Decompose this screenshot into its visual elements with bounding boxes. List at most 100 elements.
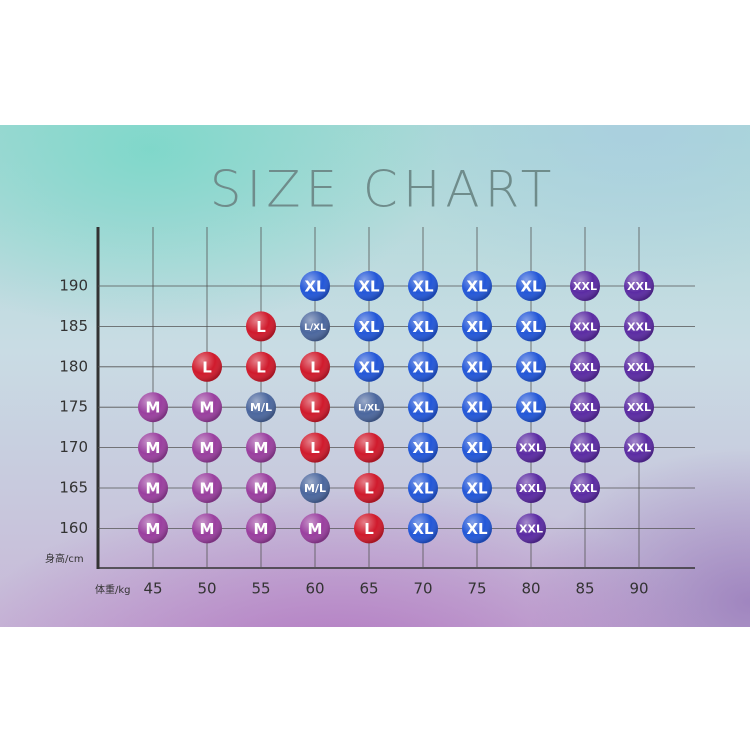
- badge-shine: [192, 432, 222, 463]
- x-tick-label: 65: [359, 580, 378, 598]
- badge-shine: [570, 473, 600, 503]
- badge-shine: [408, 351, 438, 382]
- badge-shine: [570, 311, 600, 342]
- badge-shine: [246, 351, 276, 382]
- badge-shine: [516, 473, 546, 503]
- size-label: XL: [520, 318, 542, 336]
- size-label: M: [146, 520, 161, 538]
- size-label: M: [254, 480, 269, 498]
- size-label: XXL: [627, 280, 651, 293]
- size-label: XL: [520, 399, 542, 417]
- size-label: M: [308, 520, 323, 538]
- badge-shine: [408, 311, 438, 342]
- x-tick-label: 55: [251, 580, 270, 598]
- size-label: XL: [412, 358, 434, 376]
- badge-shine: [354, 351, 384, 382]
- size-label: M: [200, 439, 215, 457]
- x-tick-label: 70: [413, 580, 432, 598]
- size-label: XL: [412, 520, 434, 538]
- size-label: XL: [304, 278, 326, 296]
- badge-shine: [408, 271, 438, 301]
- size-label: L: [310, 439, 320, 457]
- size-label: L/XL: [358, 404, 380, 414]
- badge-shine: [192, 473, 222, 503]
- size-label: XXL: [573, 401, 597, 414]
- badge-shine: [300, 513, 330, 544]
- size-label: L: [364, 480, 374, 498]
- badge-shine: [570, 432, 600, 463]
- badge-shine: [300, 432, 330, 463]
- size-label: XL: [466, 358, 488, 376]
- size-label: XL: [520, 278, 542, 296]
- badge-shine: [516, 392, 546, 423]
- badge-shine: [408, 392, 438, 423]
- size-label: XXL: [627, 442, 651, 455]
- size-label: XL: [466, 520, 488, 538]
- size-label: XXL: [519, 442, 543, 455]
- badge-shine: [354, 432, 384, 463]
- y-tick-label: 170: [59, 438, 88, 456]
- badge-shine: [246, 473, 276, 503]
- size-label: XL: [466, 439, 488, 457]
- size-label: XL: [358, 318, 380, 336]
- badge-shine: [462, 351, 492, 382]
- size-label: XXL: [573, 280, 597, 293]
- badge-shine: [300, 392, 330, 423]
- badge-shine: [138, 432, 168, 463]
- badge-shine: [516, 311, 546, 342]
- badge-shine: [516, 271, 546, 301]
- size-label: M: [146, 480, 161, 498]
- size-label: XXL: [573, 320, 597, 333]
- size-label: M: [146, 439, 161, 457]
- badge-shine: [462, 392, 492, 423]
- size-label: XL: [412, 399, 434, 417]
- x-tick-label: 60: [305, 580, 324, 598]
- badge-shine: [408, 432, 438, 463]
- size-label: XL: [412, 439, 434, 457]
- size-label: L: [256, 358, 266, 376]
- badge-shine: [246, 432, 276, 463]
- badge-shine: [354, 473, 384, 503]
- size-label: XXL: [627, 320, 651, 333]
- badge-shine: [624, 271, 654, 301]
- badge-shine: [354, 513, 384, 544]
- badge-shine: [300, 271, 330, 301]
- badge-shine: [138, 473, 168, 503]
- x-axis-label: 体重/kg: [95, 583, 131, 596]
- size-label: XXL: [627, 401, 651, 414]
- badge-shine: [300, 473, 330, 503]
- size-label: XXL: [519, 482, 543, 495]
- x-tick-label: 45: [143, 580, 162, 598]
- badge-shine: [408, 513, 438, 544]
- badge-shine: [624, 311, 654, 342]
- size-label: XXL: [573, 482, 597, 495]
- x-tick-label: 75: [467, 580, 486, 598]
- size-label: XL: [466, 278, 488, 296]
- badge-shine: [570, 351, 600, 382]
- badge-shine: [246, 311, 276, 342]
- size-label: L: [256, 318, 266, 336]
- y-tick-label: 175: [59, 398, 88, 416]
- badge-shine: [354, 271, 384, 301]
- badge-shine: [462, 513, 492, 544]
- size-label: XXL: [627, 361, 651, 374]
- badge-shine: [516, 513, 546, 544]
- size-label: M: [200, 480, 215, 498]
- size-label: M: [200, 399, 215, 417]
- y-tick-label: 185: [59, 317, 88, 335]
- badge-shine: [624, 432, 654, 463]
- badge-shine: [246, 513, 276, 544]
- badge-shine: [624, 392, 654, 423]
- size-label: XL: [412, 318, 434, 336]
- size-label: XL: [358, 358, 380, 376]
- size-label: M/L: [250, 401, 272, 414]
- size-label: XL: [412, 480, 434, 498]
- size-label: XL: [466, 480, 488, 498]
- size-label: M: [146, 399, 161, 417]
- x-tick-label: 80: [521, 580, 540, 598]
- title: SIZE CHART: [210, 161, 557, 219]
- size-label: XL: [358, 278, 380, 296]
- badge-shine: [138, 513, 168, 544]
- y-tick-label: 190: [59, 277, 88, 295]
